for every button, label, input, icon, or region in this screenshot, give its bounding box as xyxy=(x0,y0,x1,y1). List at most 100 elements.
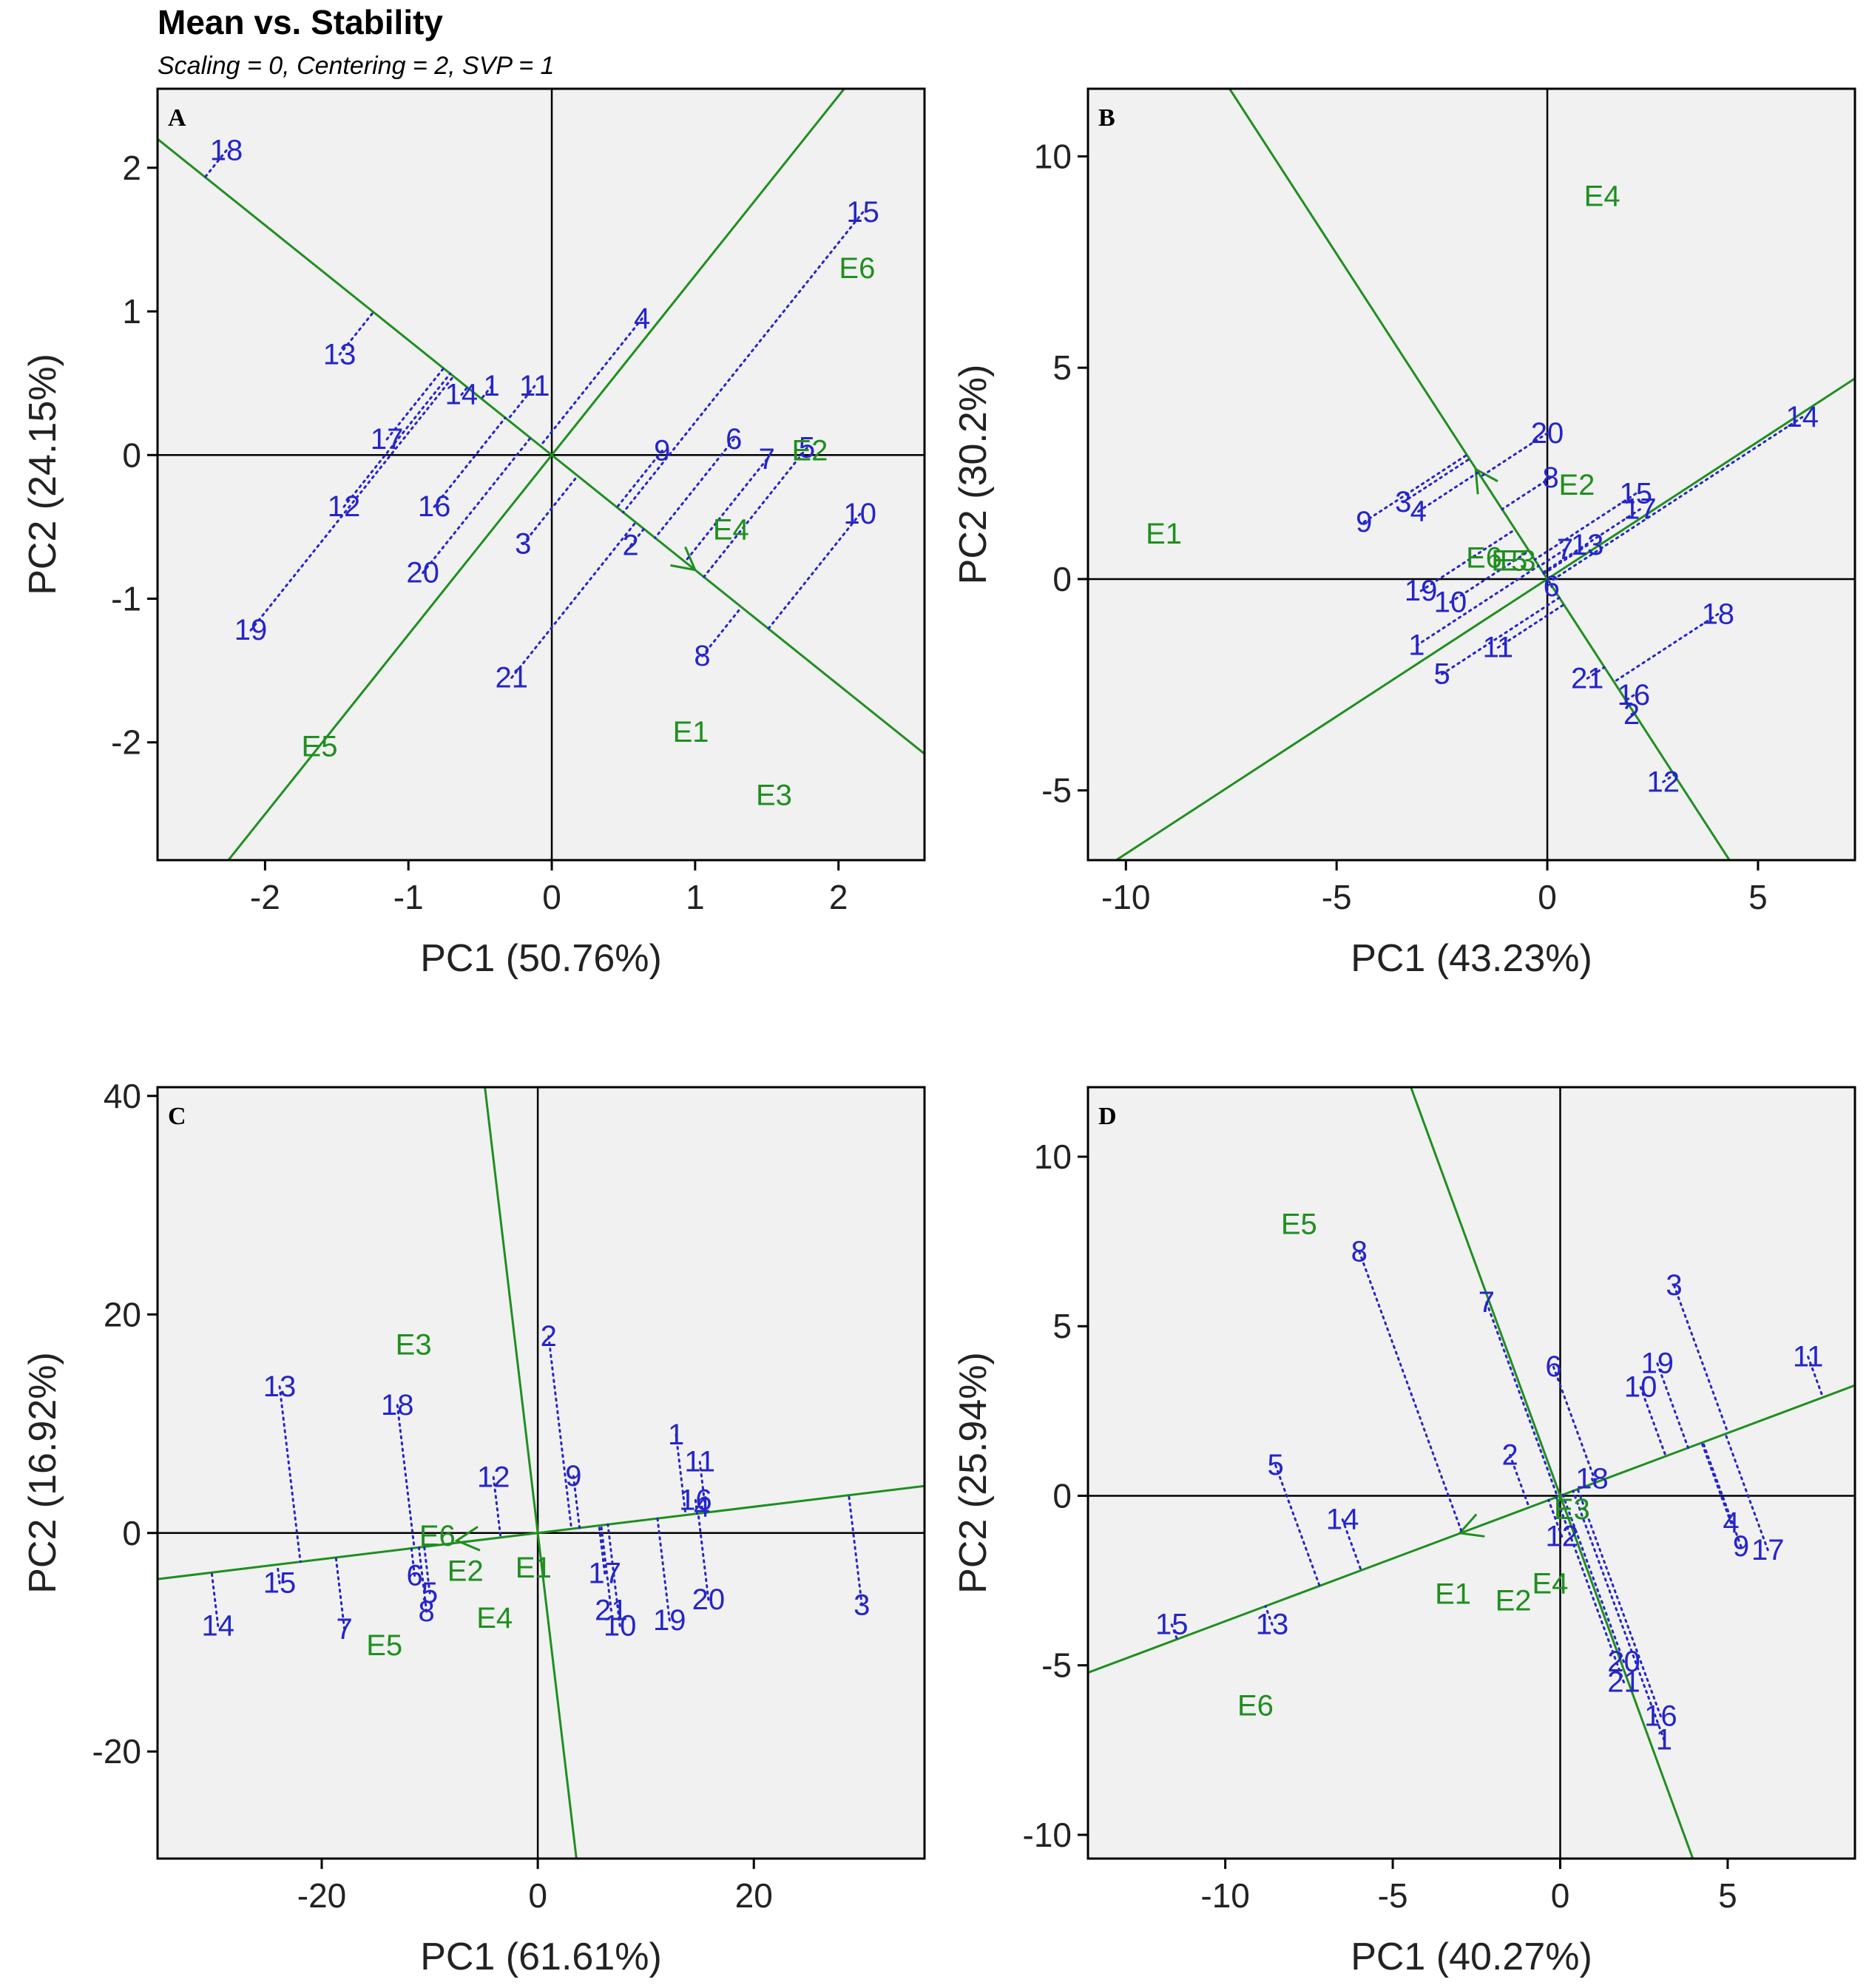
genotype-projection-line xyxy=(396,1404,416,1549)
y-tick-label: 0 xyxy=(122,436,141,474)
genotype-projection-line xyxy=(1576,1488,1662,1717)
genotype-projection-line xyxy=(598,1524,606,1575)
genotype-label: 9 xyxy=(565,1460,581,1492)
plot-content: 123456789101112131415161718192021E1E2E3E… xyxy=(158,1087,925,1859)
y-tick-label: 5 xyxy=(1052,1307,1072,1345)
genotype-label: 1 xyxy=(484,370,500,402)
genotype-projection-line xyxy=(1591,1478,1595,1485)
x-tick-label: -2 xyxy=(250,878,280,916)
y-axis-label: PC2 (16.92%) xyxy=(21,1352,64,1594)
x-tick-label: 2 xyxy=(829,878,848,916)
genotype-label: 6 xyxy=(726,423,742,456)
genotype-label: 20 xyxy=(692,1583,726,1616)
genotype-label: 11 xyxy=(1483,632,1514,664)
genotype-label: 18 xyxy=(1702,598,1735,630)
genotype-label: 14 xyxy=(1786,401,1819,433)
genotype-label: 20 xyxy=(1531,417,1564,450)
genotype-label: 2 xyxy=(1623,698,1640,731)
genotype-label: 20 xyxy=(1607,1646,1640,1678)
panel-letter: A xyxy=(168,104,186,132)
genotype-label: 18 xyxy=(210,135,243,167)
genotype-projection-line xyxy=(338,311,375,356)
average-environment-axis xyxy=(1228,89,1731,860)
y-tick-label: 0 xyxy=(122,1514,141,1552)
environment-label: E2 xyxy=(1495,1585,1532,1617)
genotype-projection-line xyxy=(1415,564,1540,647)
genotype-label: 11 xyxy=(519,370,550,402)
genotype-projection-line xyxy=(697,1512,710,1601)
genotype-projection-line xyxy=(1724,1433,1769,1552)
x-tick-label: -10 xyxy=(1101,878,1150,916)
aec-ordinate-axis xyxy=(484,1087,578,1859)
genotype-projection-line xyxy=(1485,1301,1559,1498)
environment-label: E4 xyxy=(1532,1568,1568,1600)
y-tick-label: -2 xyxy=(111,723,141,762)
environment-label: E1 xyxy=(673,716,709,748)
genotype-label: 21 xyxy=(595,1595,628,1627)
genotype-label: 15 xyxy=(846,196,879,229)
genotype-projection-line xyxy=(1552,1365,1598,1484)
genotype-label: 6 xyxy=(406,1559,422,1592)
x-tick-label: -1 xyxy=(393,878,424,916)
genotype-label: 6 xyxy=(1545,1350,1561,1383)
y-tick-label: -10 xyxy=(1023,1816,1072,1854)
genotype-projection-line xyxy=(1441,596,1561,676)
environment-label: E6 xyxy=(1466,541,1502,574)
genotype-projection-line xyxy=(1701,1441,1743,1548)
genotype-label: 17 xyxy=(1751,1534,1785,1566)
genotype-label: 13 xyxy=(323,338,356,371)
genotype-projection-line xyxy=(506,385,536,422)
genotype-projection-line xyxy=(1362,453,1468,524)
average-environment-axis xyxy=(158,138,925,755)
environment-label: E1 xyxy=(516,1552,552,1584)
genotype-projection-line xyxy=(1479,432,1549,478)
genotype-label: 21 xyxy=(1571,662,1604,694)
genotype-projection-line xyxy=(510,521,637,679)
genotype-projection-line xyxy=(1402,458,1471,504)
genotype-label: 7 xyxy=(1478,1286,1495,1319)
genotype-projection-line xyxy=(210,1571,220,1627)
environment-label: E1 xyxy=(1146,518,1182,550)
environment-label: E3 xyxy=(396,1329,432,1362)
genotype-label: 2 xyxy=(1501,1438,1518,1471)
genotype-label: 8 xyxy=(1542,462,1558,494)
genotype-projection-line xyxy=(1419,528,1517,592)
genotype-label: 5 xyxy=(1267,1449,1283,1481)
genotype-projection-line xyxy=(572,1475,581,1529)
genotype-projection-line xyxy=(460,386,469,396)
environment-label: E3 xyxy=(756,780,792,812)
genotype-label: 19 xyxy=(653,1604,686,1637)
genotype-label: 4 xyxy=(1410,496,1427,528)
genotype-projection-line xyxy=(654,438,735,539)
genotype-label: 12 xyxy=(477,1461,510,1493)
y-tick-label: 1 xyxy=(122,292,141,331)
plot-area xyxy=(1088,89,1855,860)
x-axis-label: PC1 (50.76%) xyxy=(420,937,662,980)
biplot-panel-a: 123456789101112131415161718192021E1E2E3E… xyxy=(21,87,926,980)
genotype-label: 14 xyxy=(202,1609,235,1642)
genotype-projection-line xyxy=(1700,1441,1732,1524)
genotype-projection-line xyxy=(423,1545,431,1595)
genotype-projection-line xyxy=(622,211,865,514)
genotype-projection-line xyxy=(547,1335,573,1530)
x-tick-label: -5 xyxy=(1322,878,1352,916)
genotype-projection-line xyxy=(1548,416,1804,584)
x-tick-label: 5 xyxy=(1718,1876,1737,1915)
genotype-label: 3 xyxy=(854,1589,870,1621)
environment-label: E5 xyxy=(302,731,338,763)
y-tick-label: 10 xyxy=(1034,1137,1072,1176)
genotype-label: 15 xyxy=(263,1567,297,1600)
x-tick-label: 0 xyxy=(528,1876,547,1915)
y-tick-label: 20 xyxy=(104,1295,141,1333)
genotype-label: 6 xyxy=(1544,570,1560,603)
genotype-label: 11 xyxy=(1793,1340,1824,1373)
genotype-projection-line xyxy=(417,1546,428,1613)
x-tick-label: -10 xyxy=(1200,1876,1249,1915)
x-tick-label: 5 xyxy=(1748,878,1768,916)
genotype-projection-line xyxy=(249,375,455,632)
genotype-projection-line xyxy=(334,1556,346,1631)
y-tick-label: 0 xyxy=(1052,560,1072,598)
panel-letter: D xyxy=(1098,1103,1117,1130)
plot-area xyxy=(1088,1087,1855,1859)
